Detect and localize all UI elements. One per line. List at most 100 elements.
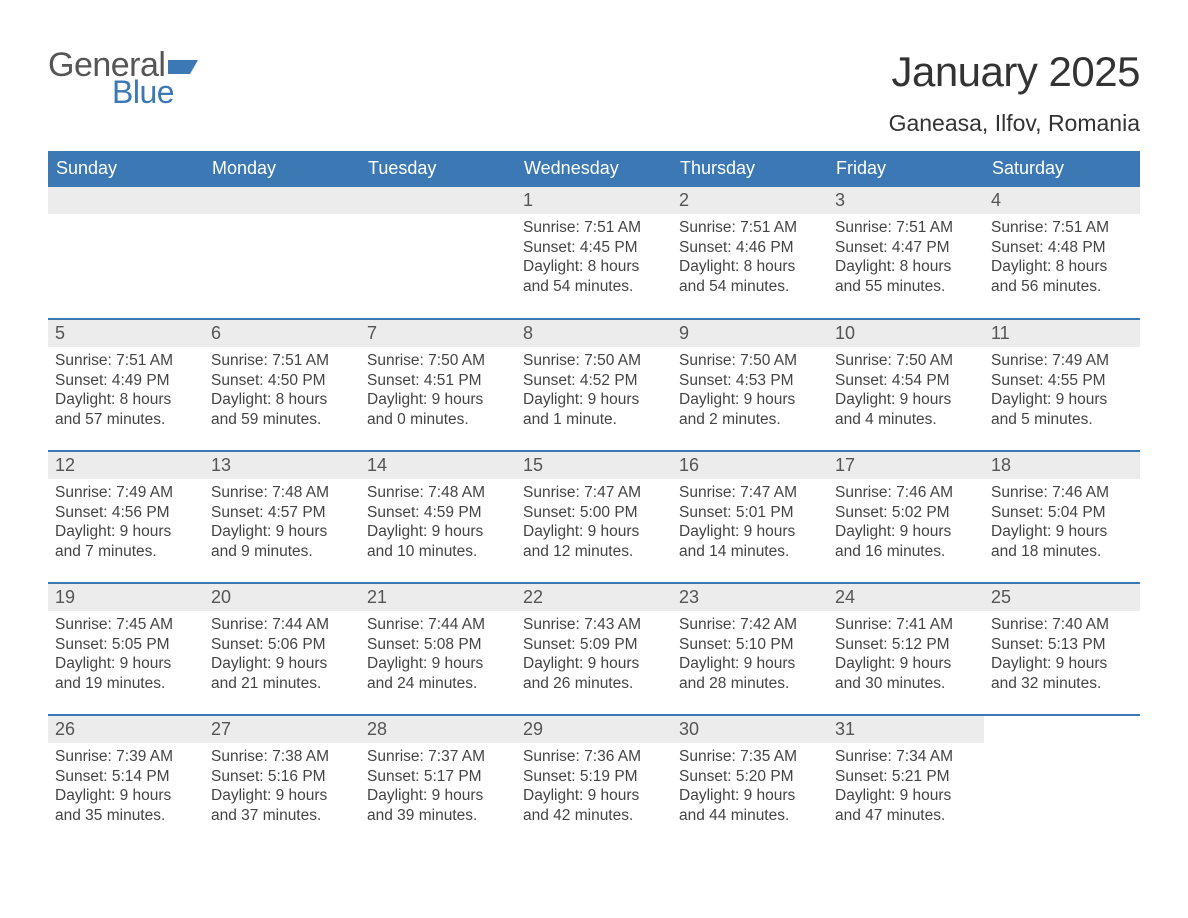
day-cell: 20Sunrise: 7:44 AMSunset: 5:06 PMDayligh…: [204, 583, 360, 715]
sunrise-text: Sunrise: 7:50 AM: [367, 351, 509, 371]
day-cell: 7Sunrise: 7:50 AMSunset: 4:51 PMDaylight…: [360, 319, 516, 451]
sunset-text: Sunset: 5:14 PM: [55, 767, 197, 787]
sunrise-text: Sunrise: 7:38 AM: [211, 747, 353, 767]
dl2-text: and 18 minutes.: [991, 542, 1133, 562]
day-cell: 28Sunrise: 7:37 AMSunset: 5:17 PMDayligh…: [360, 715, 516, 847]
day-cell: 22Sunrise: 7:43 AMSunset: 5:09 PMDayligh…: [516, 583, 672, 715]
col-wednesday: Wednesday: [516, 151, 672, 187]
day-cell: 25Sunrise: 7:40 AMSunset: 5:13 PMDayligh…: [984, 583, 1140, 715]
day-number-band-empty: [360, 187, 516, 214]
sunrise-text: Sunrise: 7:51 AM: [211, 351, 353, 371]
dl1-text: Daylight: 9 hours: [211, 786, 353, 806]
day-body: Sunrise: 7:50 AMSunset: 4:54 PMDaylight:…: [828, 347, 984, 434]
dl1-text: Daylight: 8 hours: [523, 257, 665, 277]
dl2-text: and 24 minutes.: [367, 674, 509, 694]
dl1-text: Daylight: 9 hours: [835, 786, 977, 806]
day-cell: 18Sunrise: 7:46 AMSunset: 5:04 PMDayligh…: [984, 451, 1140, 583]
day-cell: 15Sunrise: 7:47 AMSunset: 5:00 PMDayligh…: [516, 451, 672, 583]
title-block: January 2025 Ganeasa, Ilfov, Romania: [889, 48, 1140, 137]
day-number-band-empty: [204, 187, 360, 214]
day-number: 6: [204, 320, 360, 347]
dl1-text: Daylight: 9 hours: [991, 654, 1133, 674]
sunrise-text: Sunrise: 7:51 AM: [523, 218, 665, 238]
day-body: Sunrise: 7:51 AMSunset: 4:49 PMDaylight:…: [48, 347, 204, 434]
logo-word2: Blue: [112, 76, 198, 108]
dl2-text: and 56 minutes.: [991, 277, 1133, 297]
sunrise-text: Sunrise: 7:49 AM: [991, 351, 1133, 371]
day-body: Sunrise: 7:51 AMSunset: 4:48 PMDaylight:…: [984, 214, 1140, 301]
dl2-text: and 1 minute.: [523, 410, 665, 430]
dl1-text: Daylight: 9 hours: [523, 654, 665, 674]
day-cell: 29Sunrise: 7:36 AMSunset: 5:19 PMDayligh…: [516, 715, 672, 847]
day-body: Sunrise: 7:39 AMSunset: 5:14 PMDaylight:…: [48, 743, 204, 830]
sunset-text: Sunset: 5:21 PM: [835, 767, 977, 787]
sunset-text: Sunset: 4:47 PM: [835, 238, 977, 258]
day-cell: 23Sunrise: 7:42 AMSunset: 5:10 PMDayligh…: [672, 583, 828, 715]
day-cell: 14Sunrise: 7:48 AMSunset: 4:59 PMDayligh…: [360, 451, 516, 583]
dl2-text: and 26 minutes.: [523, 674, 665, 694]
day-body: Sunrise: 7:51 AMSunset: 4:46 PMDaylight:…: [672, 214, 828, 301]
day-number-band-empty: [48, 187, 204, 214]
day-number: 17: [828, 452, 984, 479]
day-body: Sunrise: 7:35 AMSunset: 5:20 PMDaylight:…: [672, 743, 828, 830]
day-cell: 8Sunrise: 7:50 AMSunset: 4:52 PMDaylight…: [516, 319, 672, 451]
dl1-text: Daylight: 9 hours: [991, 390, 1133, 410]
sunset-text: Sunset: 5:09 PM: [523, 635, 665, 655]
dl1-text: Daylight: 9 hours: [679, 654, 821, 674]
sunrise-text: Sunrise: 7:35 AM: [679, 747, 821, 767]
sunrise-text: Sunrise: 7:47 AM: [523, 483, 665, 503]
dl1-text: Daylight: 8 hours: [835, 257, 977, 277]
sunset-text: Sunset: 4:51 PM: [367, 371, 509, 391]
dl2-text: and 35 minutes.: [55, 806, 197, 826]
sunset-text: Sunset: 4:45 PM: [523, 238, 665, 258]
sunset-text: Sunset: 4:56 PM: [55, 503, 197, 523]
week-row: 12Sunrise: 7:49 AMSunset: 4:56 PMDayligh…: [48, 451, 1140, 583]
sunset-text: Sunset: 4:54 PM: [835, 371, 977, 391]
sunrise-text: Sunrise: 7:41 AM: [835, 615, 977, 635]
sunset-text: Sunset: 5:20 PM: [679, 767, 821, 787]
dl1-text: Daylight: 9 hours: [55, 786, 197, 806]
day-body: Sunrise: 7:36 AMSunset: 5:19 PMDaylight:…: [516, 743, 672, 830]
sunrise-text: Sunrise: 7:50 AM: [679, 351, 821, 371]
sunrise-text: Sunrise: 7:48 AM: [367, 483, 509, 503]
dl2-text: and 2 minutes.: [679, 410, 821, 430]
dl2-text: and 30 minutes.: [835, 674, 977, 694]
dl1-text: Daylight: 9 hours: [835, 654, 977, 674]
sunrise-text: Sunrise: 7:48 AM: [211, 483, 353, 503]
dl2-text: and 16 minutes.: [835, 542, 977, 562]
logo: General Blue: [48, 48, 198, 108]
dl2-text: and 47 minutes.: [835, 806, 977, 826]
day-number: 22: [516, 584, 672, 611]
sunrise-text: Sunrise: 7:44 AM: [211, 615, 353, 635]
day-body: Sunrise: 7:47 AMSunset: 5:00 PMDaylight:…: [516, 479, 672, 566]
day-body: Sunrise: 7:48 AMSunset: 4:57 PMDaylight:…: [204, 479, 360, 566]
dl1-text: Daylight: 9 hours: [367, 390, 509, 410]
week-row: 19Sunrise: 7:45 AMSunset: 5:05 PMDayligh…: [48, 583, 1140, 715]
dl2-text: and 19 minutes.: [55, 674, 197, 694]
dl2-text: and 4 minutes.: [835, 410, 977, 430]
sunrise-text: Sunrise: 7:50 AM: [835, 351, 977, 371]
dl2-text: and 54 minutes.: [679, 277, 821, 297]
col-thursday: Thursday: [672, 151, 828, 187]
sunrise-text: Sunrise: 7:34 AM: [835, 747, 977, 767]
day-cell: [204, 187, 360, 319]
sunrise-text: Sunrise: 7:46 AM: [991, 483, 1133, 503]
sunrise-text: Sunrise: 7:47 AM: [679, 483, 821, 503]
sunset-text: Sunset: 5:06 PM: [211, 635, 353, 655]
day-number: 25: [984, 584, 1140, 611]
day-number: 14: [360, 452, 516, 479]
day-body: Sunrise: 7:38 AMSunset: 5:16 PMDaylight:…: [204, 743, 360, 830]
day-cell: 16Sunrise: 7:47 AMSunset: 5:01 PMDayligh…: [672, 451, 828, 583]
day-number: 5: [48, 320, 204, 347]
sunrise-text: Sunrise: 7:49 AM: [55, 483, 197, 503]
day-cell: 31Sunrise: 7:34 AMSunset: 5:21 PMDayligh…: [828, 715, 984, 847]
day-cell: 19Sunrise: 7:45 AMSunset: 5:05 PMDayligh…: [48, 583, 204, 715]
day-number: 24: [828, 584, 984, 611]
dl2-text: and 7 minutes.: [55, 542, 197, 562]
dl2-text: and 54 minutes.: [523, 277, 665, 297]
dl2-text: and 55 minutes.: [835, 277, 977, 297]
day-body: Sunrise: 7:48 AMSunset: 4:59 PMDaylight:…: [360, 479, 516, 566]
sunset-text: Sunset: 4:53 PM: [679, 371, 821, 391]
sunrise-text: Sunrise: 7:51 AM: [55, 351, 197, 371]
day-number: 19: [48, 584, 204, 611]
